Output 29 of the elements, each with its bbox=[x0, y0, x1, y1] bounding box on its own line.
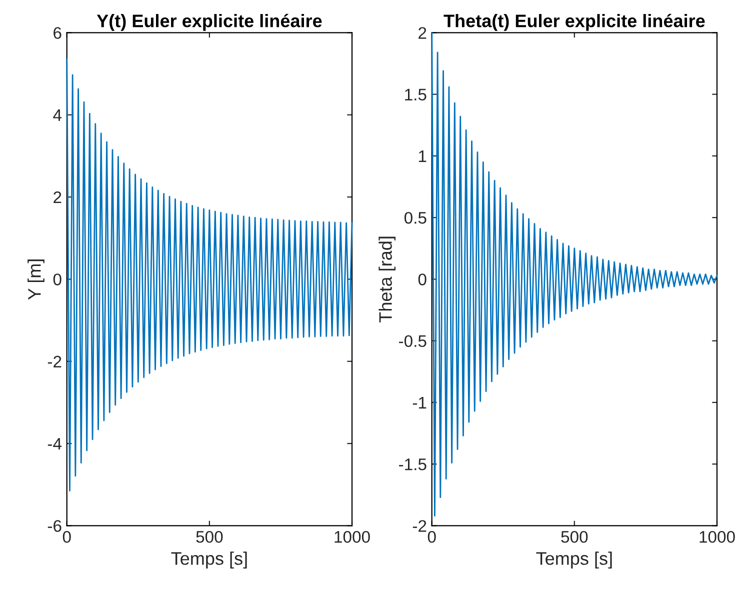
x-tick-label: 0 bbox=[62, 530, 71, 543]
y-tick-label: 1 bbox=[418, 150, 426, 162]
y-axis-title: Y [m] bbox=[28, 260, 44, 300]
line-series bbox=[66, 58, 353, 492]
y-tick-label: 1.5 bbox=[405, 88, 426, 100]
y-tick-label: 4 bbox=[53, 109, 62, 121]
y-tick-label: -6 bbox=[48, 520, 62, 532]
chart-title: Theta(t) Euler explicite linéaire bbox=[444, 14, 705, 31]
y-tick-label: -1.5 bbox=[399, 458, 426, 470]
y-tick-label: 0.5 bbox=[404, 212, 426, 224]
x-tick-label: 0 bbox=[428, 530, 436, 543]
y-tick-label: 0 bbox=[53, 274, 62, 286]
y-tick-label: 0 bbox=[418, 274, 426, 286]
y-tick-label: -0.5 bbox=[399, 335, 426, 348]
y-tick-label: 6 bbox=[54, 27, 62, 39]
x-tick-label: 1000 bbox=[334, 530, 370, 543]
x-tick-label: 500 bbox=[561, 530, 588, 543]
y-tick-label: -2 bbox=[412, 520, 426, 532]
y-tick-label: -4 bbox=[48, 438, 62, 450]
y-tick-label: 2 bbox=[418, 27, 426, 39]
y-axis-title: Theta [rad] bbox=[378, 236, 396, 322]
x-axis-title: Temps [s] bbox=[536, 552, 612, 568]
x-tick-label: 1000 bbox=[700, 530, 735, 543]
x-tick-label: 500 bbox=[196, 530, 223, 543]
x-axis-title: Temps [s] bbox=[171, 552, 247, 568]
chart-title: Y(t) Euler explicite linéaire bbox=[96, 14, 322, 31]
y-tick-label: -2 bbox=[48, 356, 62, 368]
y-tick-label: 2 bbox=[54, 191, 62, 204]
y-tick-label: -1 bbox=[412, 397, 426, 408]
